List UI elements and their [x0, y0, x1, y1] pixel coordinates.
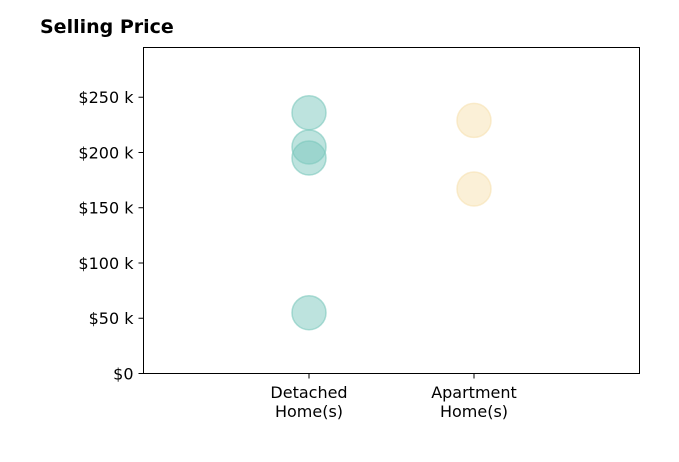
y-tick-label: $200 k [78, 143, 134, 162]
x-tick-label: Home(s) [440, 402, 508, 421]
y-tick-label: $0 [113, 365, 133, 384]
x-tick-label: Home(s) [275, 402, 343, 421]
y-tick-label: $50 k [89, 309, 135, 328]
data-point [291, 140, 327, 176]
y-axis-ticks: $0 $50 k $100 k $150 k $200 k $250 k [78, 88, 144, 384]
data-point [291, 294, 327, 331]
data-point [456, 171, 492, 207]
chart-title: Selling Price [40, 16, 174, 38]
plot-frame [143, 47, 640, 374]
y-tick-label: $250 k [78, 88, 134, 107]
y-tick-label: $150 k [78, 199, 134, 218]
x-tick-label: Apartment [431, 383, 517, 402]
x-tick-label: Detached [270, 383, 347, 402]
data-points [291, 94, 492, 331]
data-point [456, 102, 492, 139]
data-point [291, 94, 327, 131]
y-tick-label: $100 k [78, 254, 134, 273]
